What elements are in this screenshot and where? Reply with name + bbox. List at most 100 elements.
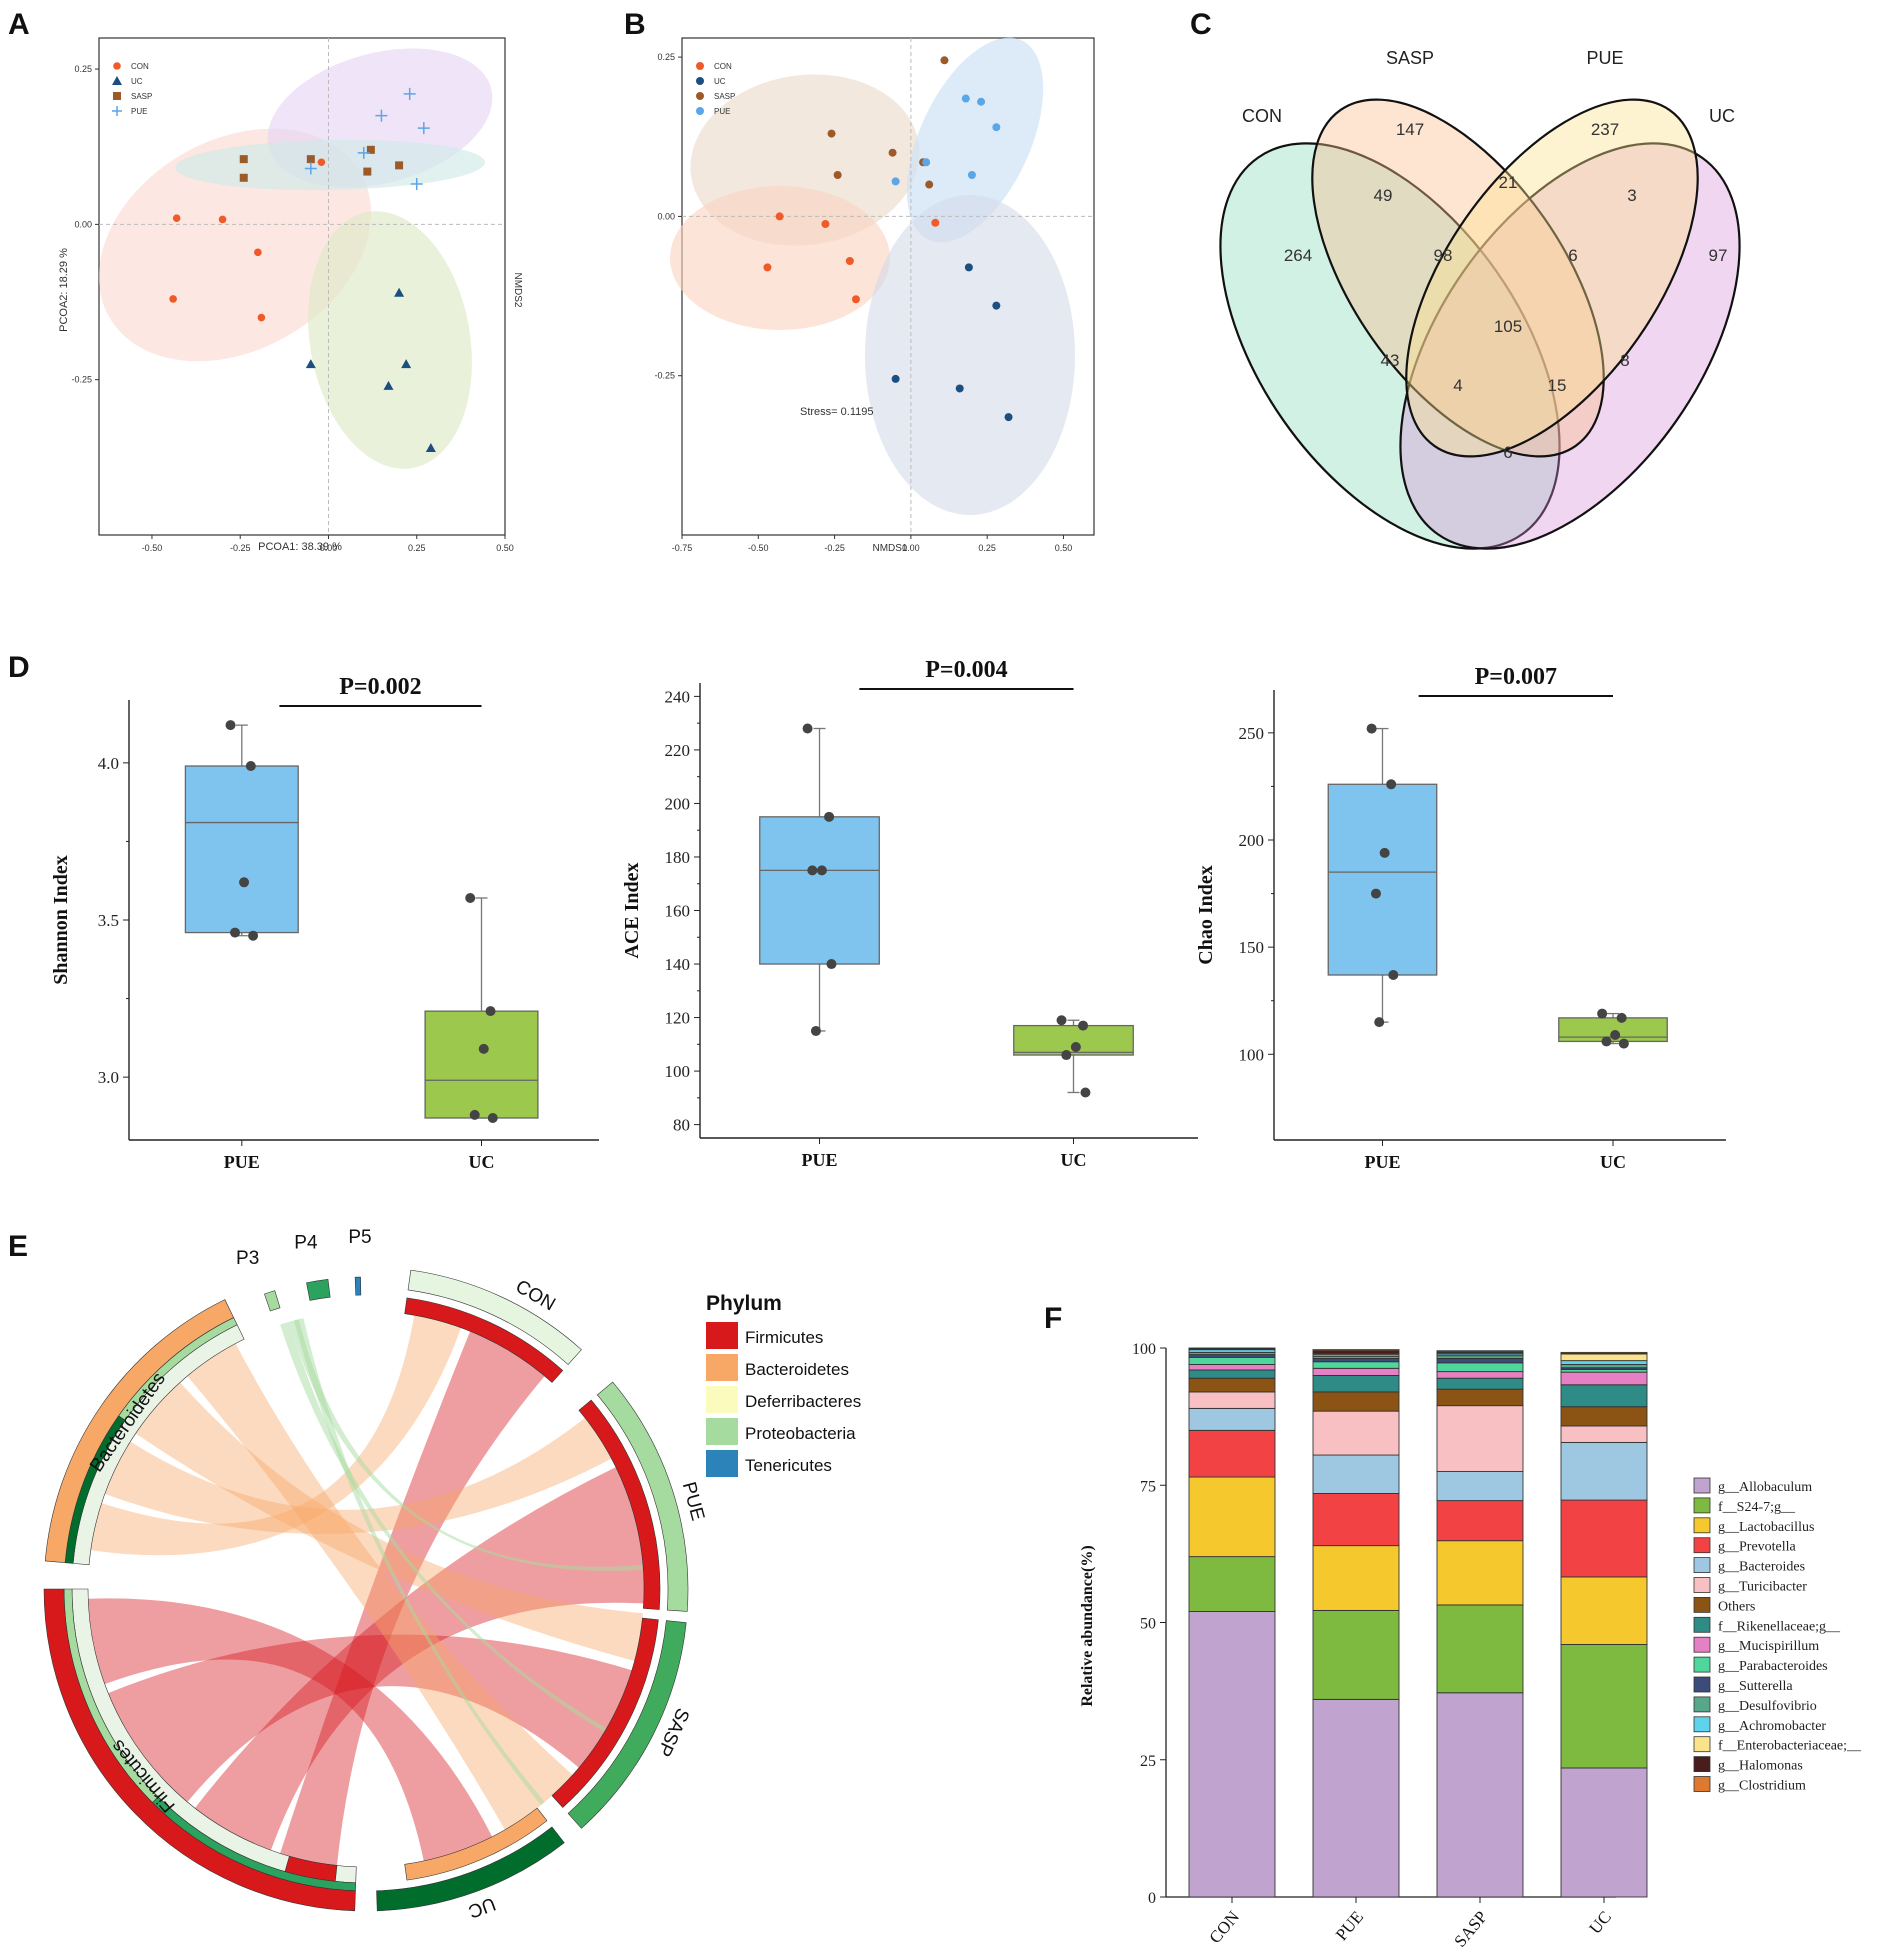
legend-swatch [1693,1477,1711,1494]
y-tick-label: 50 [1140,1616,1156,1633]
legend-marker-uc [696,77,704,85]
point-sasp [827,129,836,138]
x-tick-label: -0.50 [748,543,769,553]
panel-a-plot: -0.50 -0.25 0.00 0.25 0.50 0.25 0.00 -0.25 CON UC… [71,38,514,553]
y-tick-label: 200 [1239,831,1265,850]
venn-counts: 264 147 237 97 49 21 3 98 6 105 43 8 4 1… [1284,120,1728,462]
legend-swatch [1693,1716,1711,1733]
x-tick-label: -0.50 [142,543,163,553]
y-tick-label: 25 [1140,1753,1156,1770]
box-pue [1327,783,1438,976]
panel-a-xlabel: PCOA1: 38.39 % [258,541,342,553]
genus-legend: g__Allobaculum f__S24-7;g__ g__Lactobacill… [1693,1477,1862,1794]
point-pue [304,162,317,175]
bar-segment-con [1188,1611,1276,1898]
legend-swatch [1693,1756,1711,1772]
shannon-boxplot: 3.0 3.5 4.0 Shannon Index P=0.002 PUE UC [50,674,599,1172]
point-uc [383,380,394,390]
bar-segment-pue [1312,1609,1400,1700]
venn-count-con-sasp: 49 [1374,186,1393,205]
point-con [254,248,262,257]
panel-a-ellipses [98,48,493,469]
legend-label-bacteroidetes: Bacteroidetes [745,1360,849,1379]
venn-count-pue: 237 [1591,120,1619,139]
bar-segment-con [1188,1476,1276,1558]
legend-swatch [1693,1557,1711,1573]
ribbon-firmicutes-con [280,1331,545,1866]
legend-swatch-tenericutes [706,1450,738,1477]
point-con [821,220,830,229]
y-tick-label: 120 [665,1009,691,1028]
panel-b-ylabel: NMDS2 [512,272,523,307]
bar-segment-uc [1560,1360,1648,1365]
data-point-uc [1618,1038,1629,1049]
data-point-uc [1080,1087,1091,1098]
venn-count-con-pue: 43 [1381,351,1400,370]
inner-track-sasp [551,1617,659,1808]
bar-segment-sasp [1436,1604,1524,1694]
y-tick-label: 250 [1239,724,1265,743]
stacked-bar-chart: 0 25 50 75 100 CON PUE SASP UC [1132,1341,1648,1949]
data-point-pue [1386,779,1397,790]
bar-segment-pue [1312,1367,1400,1376]
y-axis-title: Shannon Index [50,855,72,985]
bar-segment-uc [1560,1364,1648,1369]
sector-label-pue: PUE [678,1480,708,1523]
bar-segment-sasp [1436,1388,1524,1407]
track-p5 [354,1276,362,1296]
y-tick-label: 0.00 [74,219,92,229]
legend-label-tenericutes: Tenericutes [745,1456,832,1475]
point-uc [891,374,900,383]
venn-count-all: 105 [1494,317,1522,336]
y-tick-label: 100 [1239,1045,1265,1064]
bar-segment-sasp [1436,1500,1524,1542]
point-pue [410,177,423,190]
legend-label: f__Rikenellaceae;g__ [1718,1619,1841,1634]
point-uc [401,359,412,369]
data-point-pue [230,927,241,938]
point-con [218,215,227,224]
point-uc [1004,413,1013,422]
ribbon-bacteroidetes-sasp [135,1382,643,1661]
x-tick-label: 0.25 [408,543,426,553]
legend-label-deferribacteres: Deferribacteres [745,1392,861,1411]
box-uc [1558,1017,1668,1043]
point-pue [375,109,388,122]
bar-segment-con [1188,1347,1276,1349]
data-point-pue [802,723,813,734]
y-tick-label: 3.5 [98,911,119,930]
y-tick-label: 150 [1239,938,1265,957]
y-tick-label: 0.25 [74,64,92,74]
bar-segment-sasp [1436,1362,1524,1373]
panel-label-b: B [624,8,646,41]
y-tick-label: 3.0 [98,1068,119,1087]
legend-label-pue: PUE [714,107,730,116]
data-point-pue [248,930,259,941]
bar-segment-uc [1560,1767,1648,1898]
x-tick-label: UC [1585,1907,1615,1937]
venn-label-uc: UC [1709,106,1735,126]
point-uc [992,301,1001,310]
data-point-pue [225,720,236,731]
panel-a-ylabel: PCOA2: 18.29 % [58,248,70,332]
point-sasp [239,155,248,164]
ellipse-uc [865,195,1075,515]
legend-swatch [1693,1497,1711,1514]
bar-segment-uc [1560,1351,1648,1354]
phylum-legend: Phylum Firmicutes Bacteroidetes Deferrib… [706,1292,861,1477]
x-tick-label: 0.50 [496,543,514,553]
data-point-uc [485,1006,496,1017]
ace-boxplot: 80 100 120 140 160 180 200 220 240 ACE Index P=0.0… [621,657,1198,1170]
data-point-pue [826,959,837,970]
panel-b-plot: -0.75 -0.50 -0.25 0.00 0.25 0.50 0.25 0.00 -0.25… [654,38,1094,553]
y-tick-label: 0.25 [657,52,675,62]
venn-label-con: CON [1242,106,1282,126]
x-tick-label: PUE [1332,1907,1367,1944]
bar-segment-uc [1560,1499,1648,1578]
legend-label: Others [1718,1599,1755,1614]
data-point-uc [469,1109,480,1120]
legend-label: f__S24-7;g__ [1718,1500,1796,1515]
y-tick-label: 75 [1140,1478,1156,1495]
data-point-uc [1601,1036,1612,1047]
legend-swatch [1693,1577,1711,1593]
